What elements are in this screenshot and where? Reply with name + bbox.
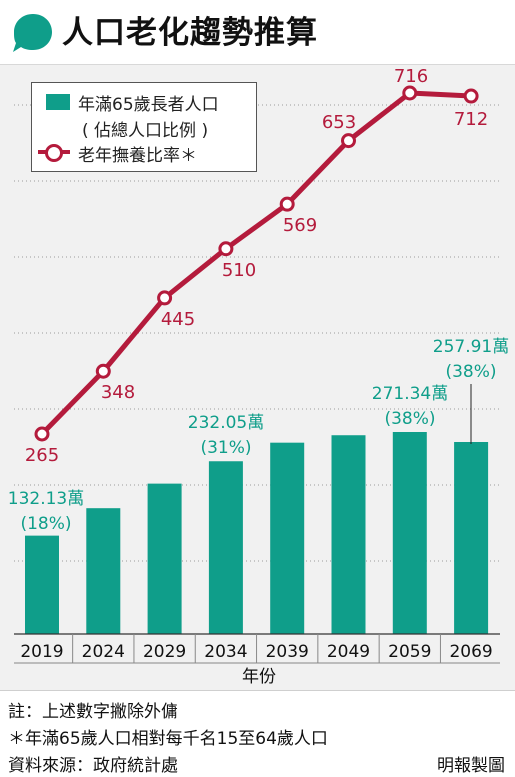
bar-value-label: 271.34萬 <box>372 384 448 404</box>
legend-bar-label: 年滿65歲長者人口 <box>78 95 219 115</box>
bar <box>208 461 243 634</box>
source-note: 資料來源：政府統計處 <box>8 756 178 776</box>
x-tick-label: 2019 <box>20 642 63 662</box>
bar-value-label: 132.13萬 <box>8 489 84 509</box>
line-point <box>95 363 111 379</box>
bar <box>147 483 182 634</box>
footnote-definition: ＊年滿65歲人口相對每千名15至64歲人口 <box>8 729 328 749</box>
bar-share-label: (31%) <box>200 438 251 458</box>
bar <box>25 535 59 634</box>
legend-bar-swatch <box>46 94 70 110</box>
line-value-label: 712 <box>454 109 488 130</box>
line-value-label: 716 <box>394 66 428 87</box>
legend-line-marker <box>45 144 63 162</box>
bar <box>86 508 121 634</box>
x-tick-label: 2034 <box>204 642 247 662</box>
page-title: 人口老化趨勢推算 <box>62 15 318 51</box>
line-point <box>218 241 234 257</box>
speech-bubble-icon <box>13 14 52 52</box>
line-point <box>157 290 173 306</box>
legend-line-label: 老年撫養比率＊ <box>78 146 197 166</box>
bar <box>392 432 427 634</box>
x-axis-label: 年份 <box>242 667 276 687</box>
legend: 年滿65歲長者人口 ( 佔總人口比例 ) 老年撫養比率＊ <box>31 82 257 172</box>
bar <box>454 441 489 634</box>
brand-credit: 明報製圖 <box>437 756 505 776</box>
line-point <box>463 88 479 104</box>
line-point <box>34 426 50 442</box>
x-tick-label: 2024 <box>82 642 125 662</box>
line-point <box>402 85 418 101</box>
x-tick-label: 2039 <box>266 642 309 662</box>
x-tick-label: 2069 <box>449 642 492 662</box>
bar-share-label: (18%) <box>20 514 71 534</box>
x-tick-label: 2029 <box>143 642 186 662</box>
footer: 註：上述數字撇除外傭 ＊年滿65歲人口相對每千名15至64歲人口 資料來源：政府… <box>0 690 515 777</box>
footnote-exclusion: 註：上述數字撇除外傭 <box>8 702 178 722</box>
line-value-label: 569 <box>283 215 317 236</box>
bar <box>270 442 305 634</box>
line-value-label: 510 <box>222 260 256 281</box>
line-series <box>40 90 472 436</box>
line-point <box>341 133 356 149</box>
x-tick-label: 2049 <box>327 642 370 662</box>
bar-share-label: (38%) <box>445 362 496 382</box>
bar-value-label: 257.91萬 <box>433 337 509 357</box>
line-value-label: 653 <box>322 112 356 133</box>
line-point <box>279 196 295 212</box>
line-value-label: 265 <box>25 445 59 466</box>
bar-share-label: (38%) <box>384 409 435 429</box>
line-value-label: 348 <box>101 382 135 403</box>
bar <box>331 435 366 634</box>
chart: 2019 2024 2029 2034 2039 2049 2059 2069 年份 132.13… <box>8 66 509 687</box>
x-tick-label: 2059 <box>388 642 431 662</box>
header: 人口老化趨勢推算 <box>0 0 515 65</box>
legend-bar-sublabel: ( 佔總人口比例 ) <box>82 121 209 141</box>
bar-value-label: 232.05萬 <box>188 413 264 433</box>
line-value-label: 445 <box>161 309 195 330</box>
